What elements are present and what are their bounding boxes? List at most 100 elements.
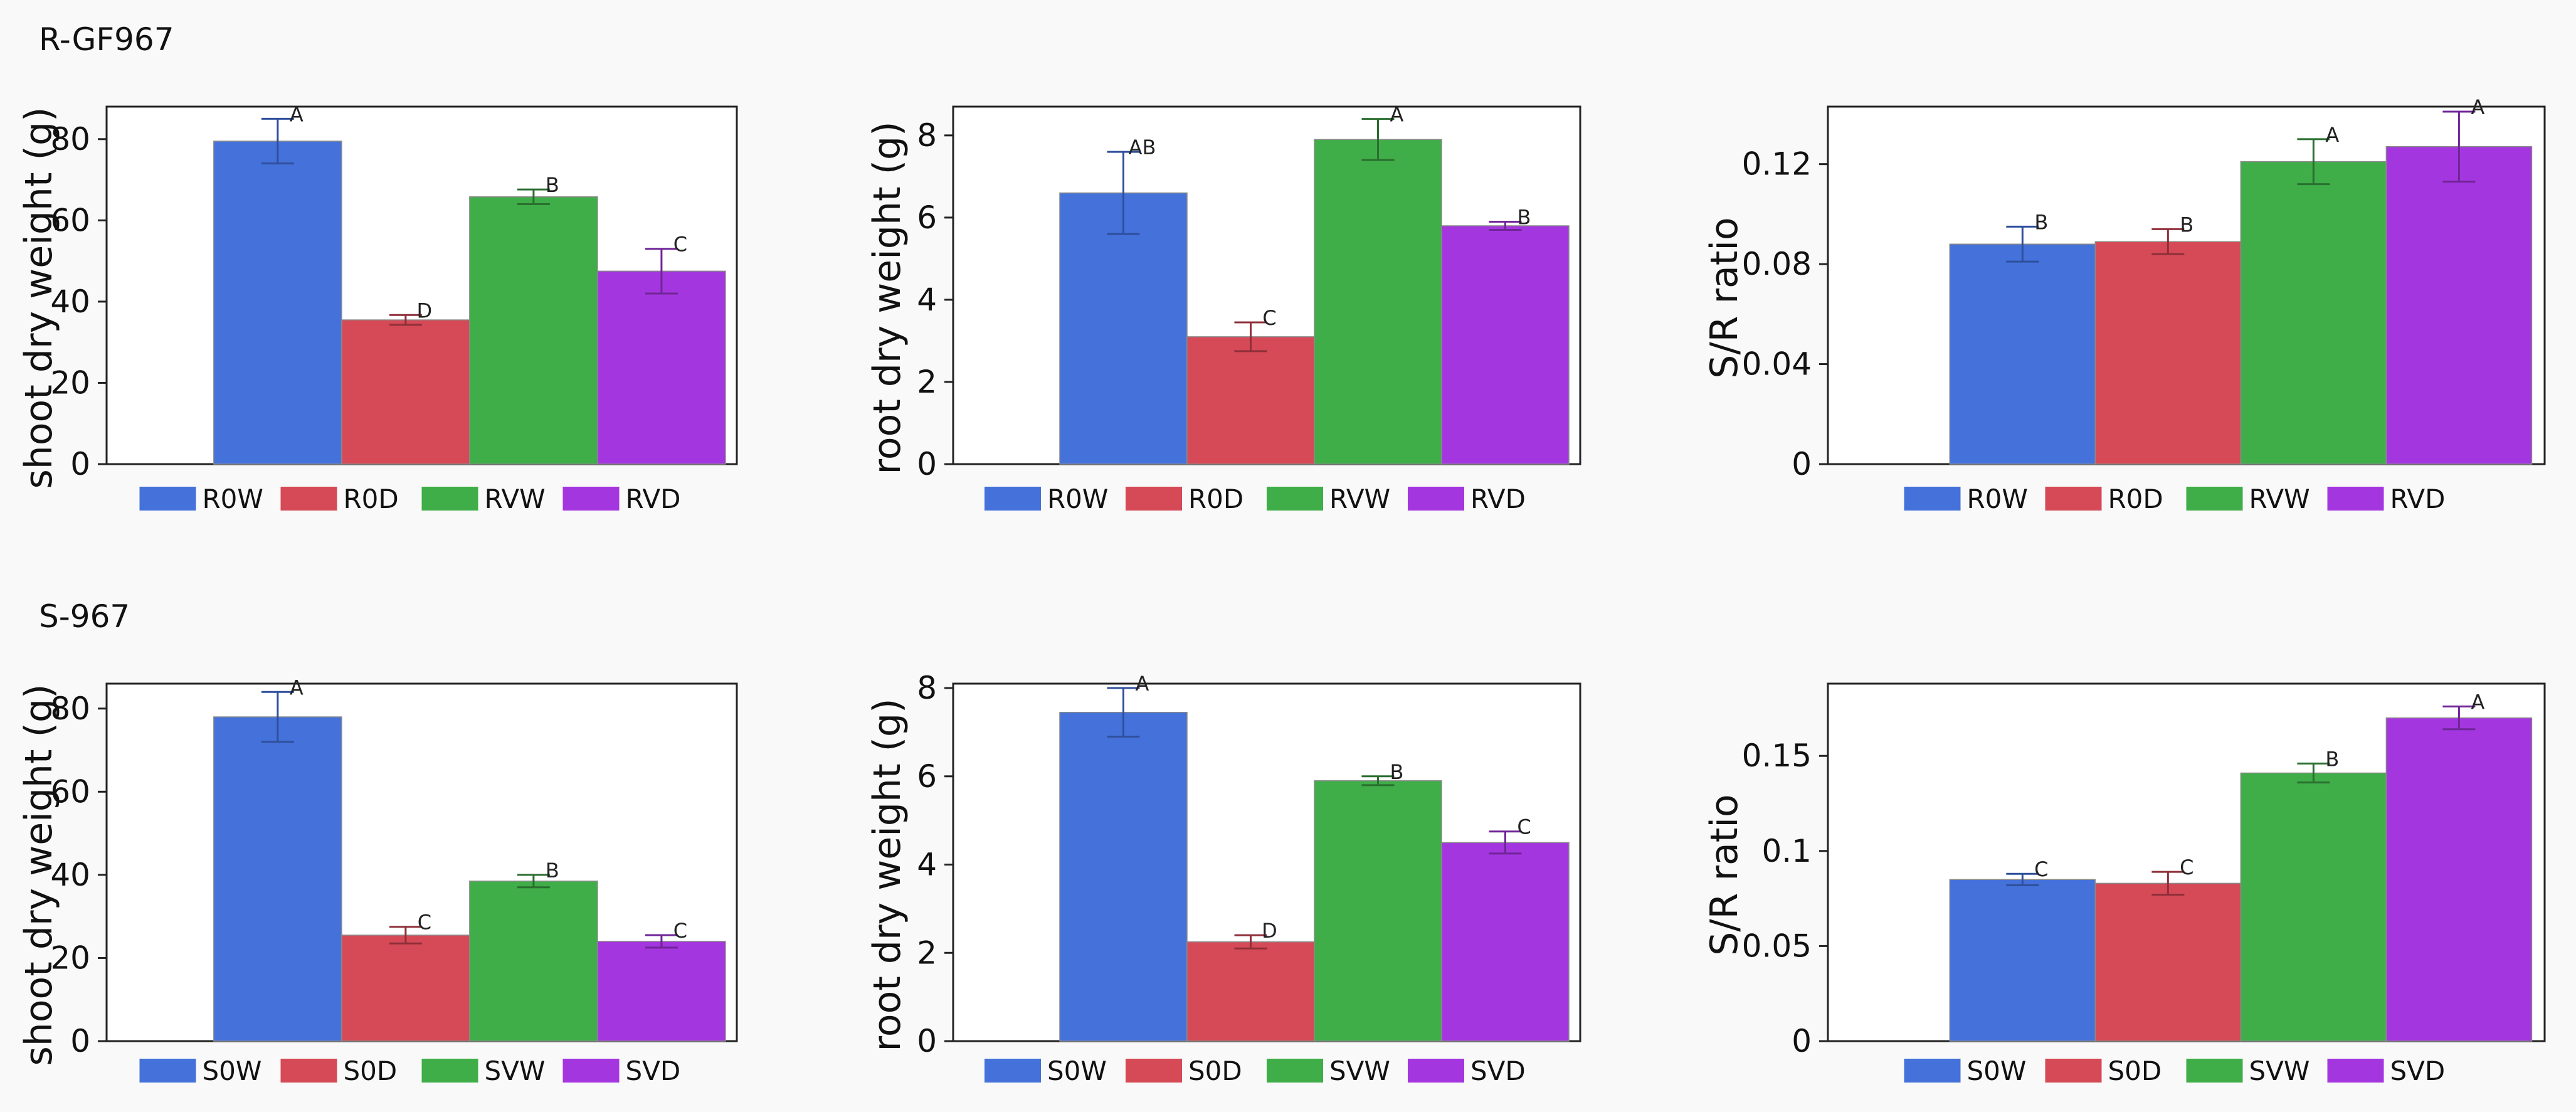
y-axis-label: root dry weight (g)	[865, 699, 909, 1052]
legend-item: SVD	[2327, 1056, 2445, 1086]
legend-label: R0W	[1967, 484, 2028, 514]
legend-item: S0W	[984, 1056, 1107, 1086]
legend-swatch	[1126, 1059, 1182, 1083]
y-tick-label: 8	[917, 670, 937, 706]
significance-letter: C	[2180, 855, 2193, 879]
error-bar	[2151, 228, 2185, 255]
legend-item: S0D	[2045, 1056, 2162, 1086]
legend-item: R0W	[1904, 484, 2028, 514]
legend-label: RVW	[485, 484, 546, 514]
y-tick-label: 4	[917, 282, 937, 318]
error-bar	[2297, 138, 2330, 186]
legend-label: RVD	[1470, 484, 1526, 514]
significance-letter: C	[2034, 857, 2048, 881]
y-tick-label: 60	[50, 773, 90, 810]
error-bar	[2442, 705, 2476, 731]
y-axis-label: shoot dry weight (g)	[17, 107, 61, 489]
bar-s0w	[1949, 879, 2096, 1042]
bar-r0d	[1186, 336, 1315, 465]
significance-letter: A	[290, 675, 304, 699]
bar-r0d	[341, 319, 470, 465]
y-tick-label: 0	[70, 446, 90, 482]
y-tick-label: 80	[50, 121, 90, 157]
y-axis-label: S/R ratio	[1702, 794, 1746, 955]
y-tick-label: 40	[50, 283, 90, 320]
row-title-s-967: S-967	[39, 598, 130, 635]
legend-label: R0D	[1188, 484, 1243, 514]
bar-rvd	[1441, 225, 1570, 465]
legend-label: S0W	[1047, 1056, 1107, 1086]
bar-rvw	[1314, 139, 1442, 465]
significance-letter: D	[1262, 919, 1277, 943]
y-tick-label: 6	[917, 758, 937, 795]
y-tick-label: 0.04	[1742, 346, 1812, 383]
error-bar	[2006, 872, 2039, 886]
legend-item: SVW	[1267, 1056, 1390, 1086]
significance-letter: C	[1262, 306, 1276, 330]
error-bar	[645, 248, 678, 295]
bar-s0w	[1059, 711, 1188, 1042]
bar-s0d	[2094, 882, 2242, 1042]
legend-swatch	[1408, 1059, 1464, 1083]
significance-letter: C	[1517, 815, 1531, 839]
legend-item: RVD	[562, 484, 681, 514]
legend-label: SVW	[1329, 1056, 1390, 1086]
legend-item: SVW	[421, 1056, 546, 1086]
significance-letter: A	[2471, 95, 2484, 119]
legend-label: RVD	[2390, 484, 2446, 514]
y-tick-label: 0	[70, 1023, 90, 1059]
legend-label: S0D	[1188, 1056, 1242, 1086]
legend-label: SVW	[485, 1056, 546, 1086]
legend-swatch	[1126, 487, 1182, 511]
error-bar	[1107, 151, 1140, 235]
legend-item: RVD	[2327, 484, 2446, 514]
error-bar	[1234, 321, 1267, 352]
legend-label: R0W	[203, 484, 263, 514]
bar-svd	[2385, 717, 2533, 1042]
legend-label: R0D	[2108, 484, 2163, 514]
legend-item: RVW	[1267, 484, 1390, 514]
error-bar	[261, 117, 294, 165]
bar-rvd	[597, 270, 726, 465]
error-bar	[2297, 762, 2330, 784]
y-tick-label: 0.08	[1742, 246, 1812, 282]
significance-letter: B	[1518, 205, 1531, 229]
legend-item: S0D	[280, 1056, 397, 1086]
significance-letter: A	[1390, 103, 1404, 127]
legend-swatch	[562, 1059, 620, 1083]
legend-item: R0W	[984, 484, 1108, 514]
legend-label: R0W	[1047, 484, 1108, 514]
bar-svw	[2240, 772, 2387, 1042]
legend-swatch	[280, 487, 337, 511]
error-bar	[1489, 830, 1522, 855]
y-tick-label: 0	[1792, 446, 1812, 482]
chart-5: 0 0.05 0.1 0.15 S/R ratio C C B A S0W S0D SVW SVD	[1702, 682, 2546, 1086]
error-bar	[389, 314, 422, 326]
legend-item: SVD	[562, 1056, 681, 1086]
row-title-r-gf967: R-GF967	[39, 21, 174, 58]
bar-r0w	[1059, 192, 1188, 465]
significance-letter: A	[2471, 690, 2484, 714]
y-tick-label: 2	[917, 364, 937, 400]
legend-label: RVD	[626, 484, 681, 514]
legend-label: SVD	[626, 1056, 681, 1086]
chart-2: 0 0.04 0.08 0.12 S/R ratio B B A A R0W R0D RVW RVD	[1702, 95, 2546, 514]
bar-s0d	[341, 935, 470, 1042]
significance-letter: A	[1136, 672, 1149, 696]
error-bar	[517, 874, 550, 889]
legend-item: S0W	[1904, 1056, 2026, 1086]
legend-swatch	[1904, 1059, 1961, 1083]
legend-swatch	[562, 487, 620, 511]
error-bar	[1107, 687, 1140, 738]
error-bar	[1361, 775, 1395, 786]
bar-rvw	[2240, 161, 2387, 465]
significance-letter: B	[2034, 210, 2048, 234]
y-tick-label: 0.05	[1742, 928, 1812, 964]
error-bar	[2151, 871, 2185, 896]
bar-svd	[597, 941, 726, 1042]
y-axis-label: shoot dry weight (g)	[17, 684, 61, 1066]
legend-swatch	[139, 487, 196, 511]
